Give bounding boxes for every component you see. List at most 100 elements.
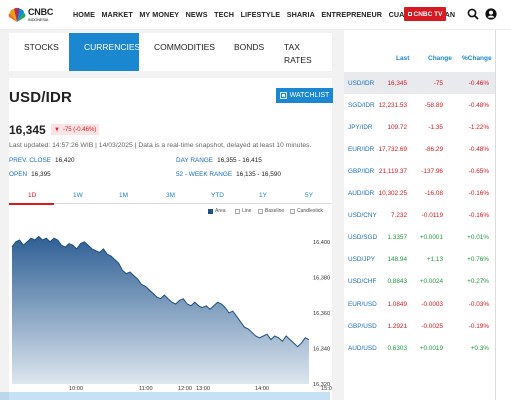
tab-bonds[interactable]: BONDS — [219, 33, 269, 71]
checkbox[interactable] — [208, 208, 213, 214]
cell-pct: -0.16% — [468, 212, 489, 220]
cell-sym[interactable]: AUD/IDR — [348, 190, 375, 197]
cell-sym[interactable]: AUD/USD — [348, 344, 377, 352]
chart-option-area[interactable]: Area — [208, 208, 226, 214]
down-arrow-icon: ▼ — [54, 126, 60, 133]
cell-last: 1.0849 — [387, 300, 407, 308]
table-row[interactable]: EUR/IDR 17,732.69 -86.29 -0.48% — [344, 138, 495, 160]
logo-text: CNBC INDONESIA — [28, 7, 54, 23]
x-tick-label: 12:00 — [178, 386, 192, 392]
tab-label: BONDS — [234, 42, 265, 52]
cell-sym[interactable]: GBP/USD — [348, 322, 377, 330]
x-tick-label: 11:00 — [139, 386, 153, 392]
cell-sym[interactable]: SGD/IDR — [348, 101, 375, 109]
top-header: CNBC INDONESIA HOME MARKET MY MONEY NEWS TEC… — [0, 0, 511, 30]
quote-panel: USD/IDR WATCHLIST 16,345 ▼ -75 (-0.46%) … — [9, 78, 333, 400]
last-updated-text: Last updated: 14:57:26 WIB | 14/03/2025 … — [9, 142, 312, 149]
change-value: -75 (-0.46%) — [62, 126, 97, 133]
tab-tax-rates[interactable]: TAX RATES — [269, 33, 332, 71]
range-5y[interactable]: 5Y — [305, 192, 313, 199]
table-scrollbar[interactable] — [495, 30, 496, 400]
table-row[interactable]: USD/CNY 7.232 -0.0119 -0.16% — [344, 205, 495, 227]
table-row[interactable]: USD/CHF 0.8843 +0.0024 +0.27% — [344, 271, 495, 293]
cell-pct: +0.27% — [467, 278, 489, 286]
cell-sym[interactable]: USD/CNY — [348, 212, 377, 220]
cell-pct: -1.22% — [468, 123, 489, 131]
cell-sym[interactable]: USD/CHF — [348, 278, 377, 286]
nav-item-home[interactable]: HOME — [73, 10, 95, 19]
table-row[interactable]: USD/IDR 16,345 -75 -0.46% — [344, 72, 495, 94]
day-range-stat: DAY RANGE 16,355 - 16,415 — [176, 157, 262, 164]
tab-currencies[interactable]: CURRENCIES — [69, 33, 140, 71]
chart-option-candlestick[interactable]: Candlestick — [290, 208, 323, 214]
tv-icon — [407, 12, 412, 16]
cell-ch: -16.08 — [424, 190, 443, 197]
checkbox[interactable] — [235, 208, 240, 214]
user-account-icon[interactable] — [485, 8, 497, 20]
range-1w[interactable]: 1W — [73, 192, 83, 199]
chart-option-baseline[interactable]: Baseline — [258, 208, 284, 214]
table-row[interactable]: SGD/IDR 12,231.53 -58.89 -0.48% — [344, 94, 495, 116]
logo-subtitle: INDONESIA — [28, 17, 49, 22]
watchlist-button[interactable]: WATCHLIST — [276, 88, 333, 103]
tab-label: TAX RATES — [284, 42, 312, 65]
y-tick-label: 16,320 — [313, 382, 330, 388]
watchlist-label: WATCHLIST — [289, 92, 330, 99]
nav-item-news[interactable]: NEWS — [185, 10, 208, 19]
checkbox[interactable] — [290, 208, 295, 214]
cell-ch: -1.35 — [428, 123, 443, 131]
nav-item-my-money[interactable]: MY MONEY — [139, 10, 180, 19]
cell-ch: +0.0019 — [419, 344, 443, 352]
cell-sym[interactable]: GBP/IDR — [348, 167, 375, 175]
cell-sym[interactable]: JPY/IDR — [348, 123, 373, 131]
cell-pct: +0.76% — [467, 256, 489, 264]
chart-option-line[interactable]: Line — [235, 208, 251, 214]
prev-close-label: PREV. CLOSE — [9, 157, 52, 164]
cnbc-tv-button[interactable]: CNBC TV — [404, 7, 446, 21]
nav-item-market[interactable]: MARKET — [101, 10, 133, 19]
tab-stocks[interactable]: STOCKS — [9, 33, 69, 71]
cell-sym[interactable]: EUR/IDR — [348, 145, 375, 153]
nav-item-entrepreneur[interactable]: ENTREPRENEUR — [321, 10, 383, 19]
week-range-value: 16,135 - 16,590 — [236, 171, 281, 178]
cell-sym[interactable]: USD/SGD — [348, 234, 378, 242]
table-row[interactable]: JPY/IDR 109.72 -1.35 -1.22% — [344, 116, 495, 138]
nav-item-tech[interactable]: TECH — [214, 10, 235, 19]
table-row[interactable]: AUD/IDR 10,302.25 -16.08 -0.16% — [344, 183, 495, 205]
x-tick-label: 15:0 — [321, 386, 332, 392]
cell-last: 148.94 — [387, 256, 407, 264]
table-row[interactable]: GBP/IDR 21,119.37 -137.96 -0.65% — [344, 160, 495, 182]
range-3m[interactable]: 3M — [166, 192, 176, 199]
range-1y[interactable]: 1Y — [259, 192, 267, 199]
price-area-fill — [12, 236, 309, 384]
checkbox[interactable] — [258, 208, 263, 214]
chart-option-label: Candlestick — [297, 208, 323, 214]
nav-item-sharia[interactable]: SHARIA — [286, 10, 315, 19]
cell-sym[interactable]: USD/JPY — [348, 256, 375, 264]
cnbc-logo[interactable]: CNBC INDONESIA — [8, 5, 60, 25]
cell-ch: -0.0003 — [421, 300, 443, 308]
nav-item-lifestyle[interactable]: LIFESTYLE — [240, 10, 281, 19]
table-row[interactable]: AUD/USD 0.6303 +0.0019 +0.3% — [344, 337, 495, 359]
week-range-label: 52 - WEEK RANGE — [176, 171, 233, 178]
range-ytd[interactable]: YTD — [211, 192, 224, 199]
bottom-banner — [0, 392, 330, 400]
current-price: 16,345 — [9, 123, 46, 137]
open-stat: OPEN 16,395 — [9, 171, 51, 178]
cell-sym[interactable]: EUR/USD — [348, 300, 377, 308]
search-icon[interactable] — [467, 8, 479, 20]
range-1d[interactable]: 1D — [28, 192, 37, 199]
column-header-last: Last — [396, 55, 410, 62]
table-row[interactable]: GBP/USD 1.2921 -0.0025 -0.19% — [344, 315, 495, 337]
tab-commodities[interactable]: COMMODITIES — [139, 33, 219, 71]
cell-last: 0.6303 — [387, 344, 407, 352]
table-row[interactable]: EUR/USD 1.0849 -0.0003 -0.03% — [344, 293, 495, 315]
cell-ch: -86.29 — [424, 145, 443, 153]
table-row[interactable]: USD/SGD 1.3357 +0.0001 +0.01% — [344, 227, 495, 249]
range-1m[interactable]: 1M — [119, 192, 129, 199]
price-chart[interactable]: 16,400 16,380 16,360 16,340 16,320 10:00 11:00… — [9, 218, 332, 400]
table-row[interactable]: USD/JPY 148.94 +1.13 +0.76% — [344, 249, 495, 271]
cell-last: 0.8843 — [387, 278, 407, 286]
day-range-value: 16,355 - 16,415 — [217, 157, 262, 164]
cell-sym[interactable]: USD/IDR — [348, 79, 375, 87]
